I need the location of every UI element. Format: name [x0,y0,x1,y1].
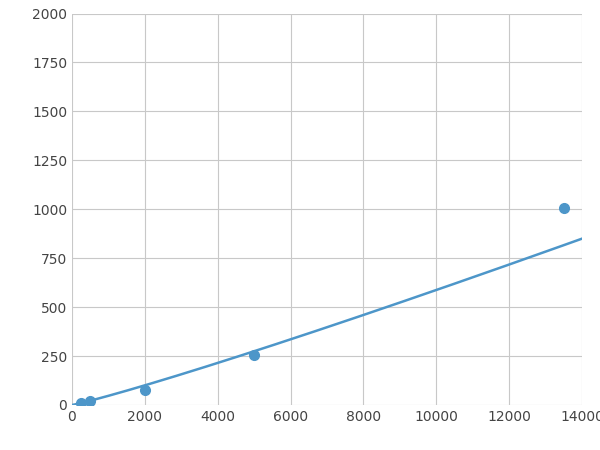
Point [76,399,86,406]
Point [85,397,95,404]
Point [140,387,149,394]
Point [250,351,259,359]
Point [559,205,569,212]
